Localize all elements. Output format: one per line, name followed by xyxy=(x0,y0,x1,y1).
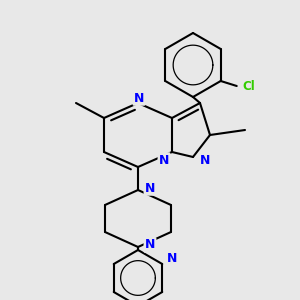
Text: N: N xyxy=(167,253,177,266)
Text: N: N xyxy=(159,154,169,166)
Text: Cl: Cl xyxy=(242,80,255,92)
Text: N: N xyxy=(145,182,155,194)
Text: Cl: Cl xyxy=(242,80,255,92)
Text: N: N xyxy=(145,238,155,251)
Text: N: N xyxy=(200,154,210,166)
Text: N: N xyxy=(134,92,144,104)
